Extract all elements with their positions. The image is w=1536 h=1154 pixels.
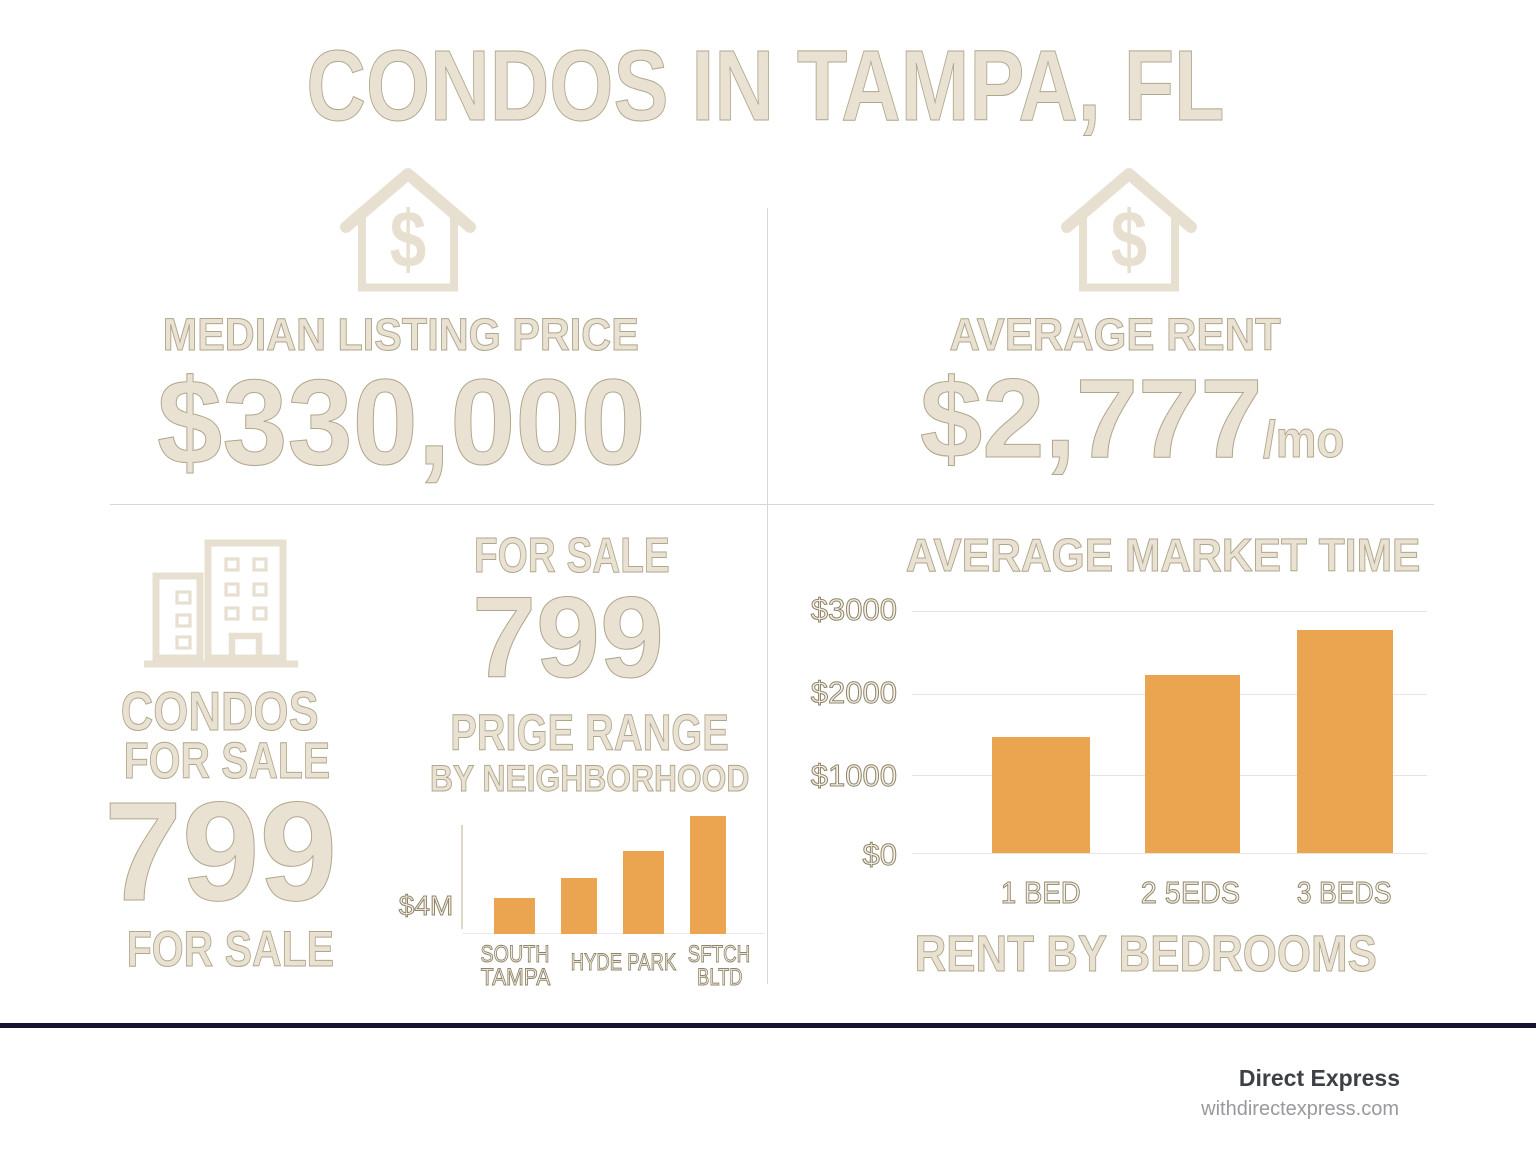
svg-text:$: $ — [1111, 193, 1147, 284]
svg-text:$: $ — [390, 193, 426, 284]
